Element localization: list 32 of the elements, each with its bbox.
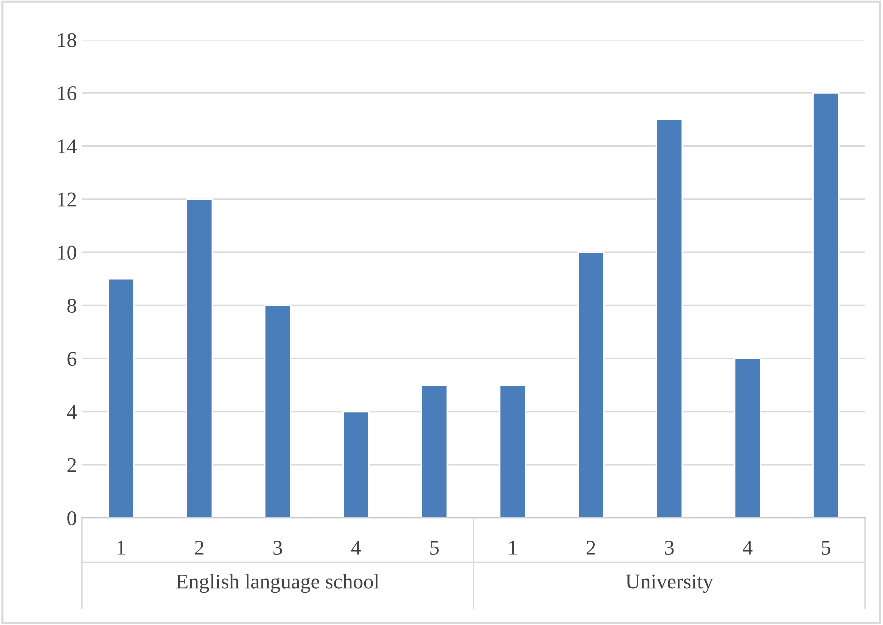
y-tick-label: 8 <box>68 299 76 314</box>
y-tick-label: 16 <box>58 86 77 101</box>
bar <box>420 384 448 518</box>
y-tick-label: 6 <box>68 352 77 366</box>
bar <box>734 358 762 518</box>
bar <box>656 118 684 518</box>
bar <box>108 278 135 518</box>
y-tick-label: 2 <box>68 458 76 472</box>
x-tick-label: 1 <box>118 541 126 555</box>
x-tick-label: 3 <box>274 541 282 556</box>
text: University <box>626 574 714 594</box>
y-tick-label: 0 <box>68 512 76 526</box>
x-tick-label: 5 <box>822 541 831 556</box>
bar <box>186 198 214 518</box>
x-tick-label: 3 <box>665 541 674 556</box>
bar <box>342 411 370 518</box>
y-tick-label: 14 <box>58 140 77 154</box>
x-tick-label: 1 <box>510 541 517 555</box>
x-tick-label: 2 <box>195 541 204 555</box>
y-tick-label: 12 <box>58 192 76 207</box>
bar <box>264 304 292 518</box>
y-tick-label: 4 <box>67 405 77 420</box>
y-tick-label: 18 <box>58 33 76 48</box>
text: English language school <box>176 574 380 594</box>
y-tick-label: 10 <box>58 246 76 260</box>
x-tick-label: 4 <box>351 541 362 555</box>
x-tick-label: 2 <box>586 541 596 555</box>
bar <box>812 92 840 518</box>
bar <box>499 384 527 518</box>
bar <box>578 252 605 518</box>
x-tick-label: 5 <box>430 541 439 556</box>
x-tick-label: 4 <box>743 541 753 555</box>
